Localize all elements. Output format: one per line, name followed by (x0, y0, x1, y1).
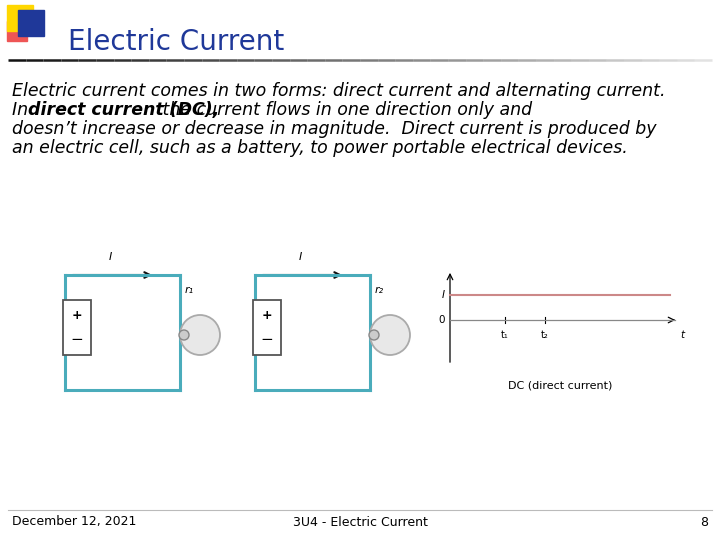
Text: doesn’t increase or decrease in magnitude.  Direct current is produced by: doesn’t increase or decrease in magnitud… (12, 120, 657, 138)
Text: t₂: t₂ (541, 330, 549, 340)
Text: t: t (680, 330, 684, 340)
Text: 8: 8 (700, 516, 708, 529)
Text: DC (direct current): DC (direct current) (508, 380, 612, 390)
Text: t₁: t₁ (501, 330, 509, 340)
Text: I: I (442, 290, 445, 300)
Text: I: I (109, 252, 112, 262)
Text: −: − (261, 332, 274, 347)
Text: December 12, 2021: December 12, 2021 (12, 516, 136, 529)
Text: 3U4 - Electric Current: 3U4 - Electric Current (292, 516, 428, 529)
Bar (7, 5, 33, 31)
Text: I: I (298, 252, 302, 262)
Text: −: − (71, 332, 84, 347)
Text: +: + (72, 309, 82, 322)
Text: r₂: r₂ (375, 285, 384, 295)
Text: r₁: r₁ (185, 285, 194, 295)
Text: Electric current comes in two forms: direct current and alternating current.: Electric current comes in two forms: dir… (12, 82, 665, 100)
Bar (7, 21, 27, 41)
Text: In: In (12, 101, 34, 119)
Text: Electric Current: Electric Current (68, 28, 284, 56)
Text: direct current (DC),: direct current (DC), (28, 101, 220, 119)
Text: the current flows in one direction only and: the current flows in one direction only … (157, 101, 532, 119)
Bar (63, 300, 91, 355)
Text: an electric cell, such as a battery, to power portable electrical devices.: an electric cell, such as a battery, to … (12, 139, 628, 157)
Circle shape (179, 330, 189, 340)
Circle shape (180, 315, 220, 355)
Circle shape (369, 330, 379, 340)
Bar (253, 300, 281, 355)
Bar (18, 10, 44, 36)
Circle shape (370, 315, 410, 355)
Text: 0: 0 (438, 315, 445, 325)
Text: +: + (261, 309, 272, 322)
